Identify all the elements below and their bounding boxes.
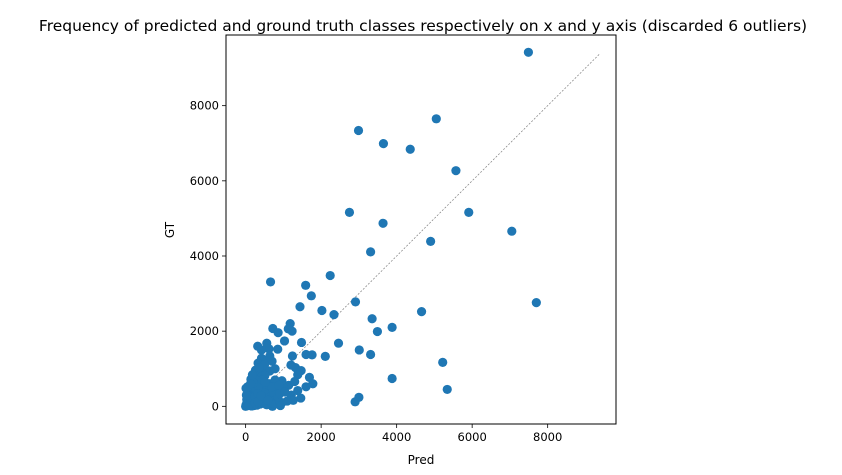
data-point — [344, 207, 355, 217]
data-point — [387, 373, 397, 384]
data-point — [280, 387, 290, 397]
data-point — [260, 377, 270, 387]
data-point — [354, 345, 364, 355]
data-point — [387, 322, 397, 333]
data-point — [451, 166, 461, 176]
data-point — [256, 345, 267, 355]
identity-reference-line — [245, 53, 601, 407]
data-point — [293, 385, 303, 396]
data-point — [273, 328, 283, 338]
y-axis: 0 2000 4000 6000 8000 — [190, 99, 226, 413]
data-point — [325, 270, 335, 281]
data-point — [320, 351, 330, 361]
data-point — [353, 125, 364, 136]
x-tick-label: 4000 — [382, 430, 411, 444]
data-point — [279, 336, 290, 346]
y-axis-label: GT — [163, 221, 177, 238]
data-point — [296, 337, 307, 348]
data-point — [296, 393, 306, 403]
y-tick-label: 4000 — [190, 249, 219, 263]
y-tick-label: 2000 — [190, 324, 219, 338]
data-point — [270, 364, 280, 374]
data-point — [531, 298, 541, 308]
y-tick-label: 8000 — [190, 99, 219, 113]
x-tick-label: 6000 — [458, 430, 487, 444]
x-tick-label: 8000 — [533, 430, 562, 444]
data-point — [523, 47, 534, 57]
x-tick-label: 0 — [242, 430, 249, 444]
data-point — [329, 310, 339, 320]
data-point — [264, 344, 274, 354]
data-point — [274, 380, 284, 390]
data-point — [438, 357, 448, 367]
data-point — [307, 350, 317, 360]
data-point — [301, 382, 311, 392]
data-point — [287, 351, 298, 361]
x-axis: 0 2000 4000 6000 8000 — [242, 424, 562, 444]
data-point — [317, 305, 327, 316]
data-point — [507, 226, 517, 236]
data-point — [333, 338, 344, 348]
data-point — [372, 326, 382, 337]
data-point — [431, 114, 441, 124]
data-point — [295, 302, 305, 312]
plot-area — [241, 47, 601, 411]
data-point — [290, 376, 300, 387]
axes-frame — [225, 34, 617, 425]
data-point — [367, 314, 377, 324]
data-point — [350, 397, 360, 407]
data-point — [286, 360, 296, 370]
data-point — [442, 384, 452, 395]
data-point — [241, 390, 251, 400]
data-point — [245, 379, 256, 389]
data-point — [275, 400, 285, 411]
data-point — [426, 236, 436, 246]
data-point — [287, 326, 297, 336]
data-point — [301, 280, 311, 290]
data-point — [273, 344, 283, 354]
data-point — [416, 307, 427, 317]
x-axis-label: Pred — [408, 453, 435, 467]
data-point — [378, 218, 388, 228]
x-tick-label: 2000 — [306, 430, 335, 444]
chart-title: Frequency of predicted and ground truth … — [39, 17, 807, 35]
data-point — [247, 370, 258, 380]
data-point — [256, 391, 266, 401]
data-point — [365, 247, 376, 257]
data-point — [265, 351, 275, 361]
data-point — [263, 395, 273, 405]
y-tick-label: 0 — [212, 399, 219, 413]
data-point — [265, 277, 276, 287]
data-point — [306, 291, 316, 301]
data-point — [282, 396, 292, 406]
y-tick-label: 6000 — [190, 174, 219, 188]
data-point — [350, 297, 361, 307]
data-point — [254, 363, 264, 373]
data-point — [405, 144, 415, 154]
data-point — [365, 349, 376, 360]
data-point — [464, 207, 474, 217]
data-point — [378, 139, 389, 149]
